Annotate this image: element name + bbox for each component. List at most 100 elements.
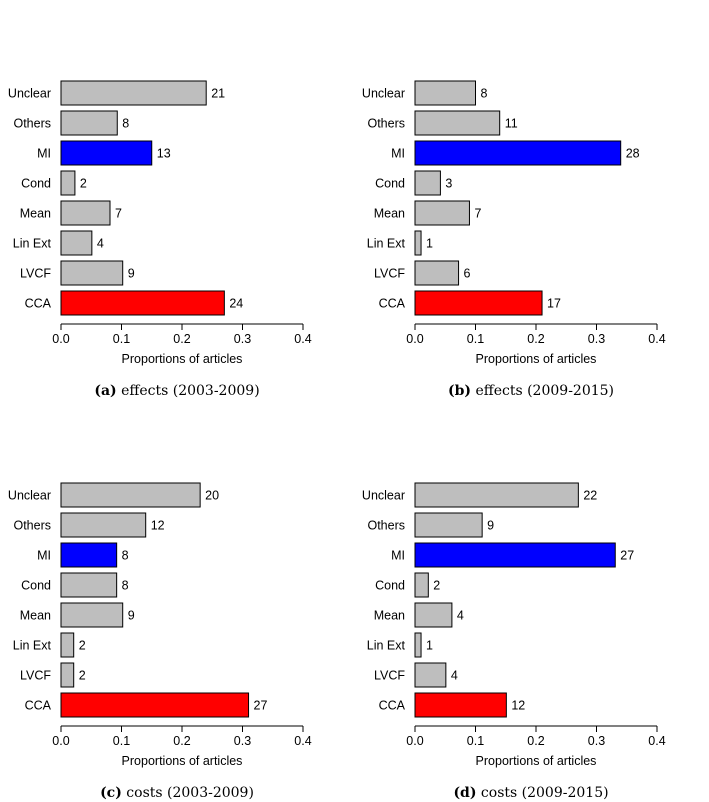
category-label: MI [37,147,51,161]
category-label: CCA [25,699,52,713]
x-tick-label: 0.3 [234,332,251,346]
category-label: LVCF [374,669,405,683]
count-label: 4 [97,237,104,251]
bar-mi [60,542,118,568]
count-label: 4 [457,609,464,623]
category-label: MI [391,147,405,161]
bar-unclear [60,80,207,106]
count-label: 8 [122,579,129,593]
count-label: 12 [511,699,525,713]
category-label: LVCF [20,267,51,281]
x-tick-label: 0.0 [406,332,423,346]
category-label: CCA [379,699,406,713]
caption-text: effects (2009-2015) [471,383,614,399]
bar-others [414,110,501,136]
count-label: 2 [80,177,87,191]
category-label: Lin Ext [13,639,52,653]
bar-mean [60,200,111,226]
category-label: Unclear [8,489,51,503]
bar-others [414,512,483,538]
panel-caption: (a) effects (2003-2009) [94,383,259,399]
category-label: MI [37,549,51,563]
x-tick-label: 0.2 [527,734,544,748]
count-label: 9 [128,267,135,281]
category-label: CCA [379,297,406,311]
count-label: 1 [426,639,433,653]
x-tick-label: 0.1 [467,734,484,748]
bar-cond [414,170,441,196]
bar-mean [414,602,453,628]
bar-unclear [414,482,579,508]
category-label: Mean [374,609,405,623]
bar-unclear [414,80,476,106]
bar-lin-ext [60,632,75,658]
category-label: Others [367,519,405,533]
x-tick-label: 0.3 [588,734,605,748]
count-label: 8 [122,549,129,563]
bar-lvcf [60,260,124,286]
category-label: Mean [20,207,51,221]
count-label: 24 [229,297,243,311]
panel-4: Unclear 22 Others 9 MI 27 Cond 2 Mean 4 Lin Ext 1 LV… [362,482,666,801]
x-tick-label: 0.0 [52,332,69,346]
x-tick-label: 0.1 [113,332,130,346]
count-label: 1 [426,237,433,251]
panel-caption: (d) costs (2009-2015) [453,785,608,801]
count-label: 12 [151,519,165,533]
x-tick-label: 0.4 [648,734,665,748]
caption-letter: (c) [100,785,122,801]
caption-text: costs (2003-2009) [122,785,254,801]
caption-text: effects (2003-2009) [117,383,260,399]
count-label: 20 [205,489,219,503]
count-label: 2 [433,579,440,593]
panel-3: Unclear 20 Others 12 MI 8 Cond 8 Mean 9 Lin Ext 2 LV… [8,482,312,801]
category-label: Unclear [362,489,405,503]
category-label: Unclear [362,87,405,101]
bar-mi [414,140,622,166]
bar-mi [60,140,153,166]
bar-lin-ext [60,230,93,256]
category-label: Lin Ext [13,237,52,251]
bar-others [60,110,118,136]
category-label: Cond [375,177,405,191]
caption-letter: (a) [94,383,116,399]
count-label: 13 [157,147,171,161]
count-label: 9 [128,609,135,623]
x-tick-label: 0.2 [527,332,544,346]
x-tick-label: 0.0 [52,734,69,748]
x-axis-label: Proportions of articles [476,352,597,366]
bar-cca [60,692,250,718]
category-label: LVCF [374,267,405,281]
bar-mi [414,542,616,568]
category-label: Lin Ext [367,639,406,653]
x-tick-label: 0.4 [294,734,311,748]
caption-text: costs (2009-2015) [476,785,608,801]
panel-1: Unclear 21 Others 8 MI 13 Cond 2 Mean 7 Lin Ext 4 LV… [8,80,312,399]
bar-lvcf [414,662,447,688]
count-label: 17 [547,297,561,311]
count-label: 4 [451,669,458,683]
x-axis-label: Proportions of articles [122,754,243,768]
bar-lin-ext [414,230,422,256]
category-label: Others [367,117,405,131]
count-label: 22 [583,489,597,503]
category-label: LVCF [20,669,51,683]
count-label: 11 [505,117,518,131]
count-label: 9 [487,519,494,533]
x-axis-label: Proportions of articles [476,754,597,768]
count-label: 7 [474,207,481,221]
x-tick-label: 0.1 [467,332,484,346]
count-label: 7 [115,207,122,221]
bar-cond [60,170,76,196]
x-axis-label: Proportions of articles [122,352,243,366]
category-label: Cond [375,579,405,593]
count-label: 27 [254,699,268,713]
count-label: 2 [79,639,86,653]
bar-cond [414,572,429,598]
x-tick-label: 0.0 [406,734,423,748]
count-label: 27 [620,549,634,563]
category-label: Others [13,519,51,533]
caption-letter: (b) [448,383,471,399]
count-label: 3 [445,177,452,191]
